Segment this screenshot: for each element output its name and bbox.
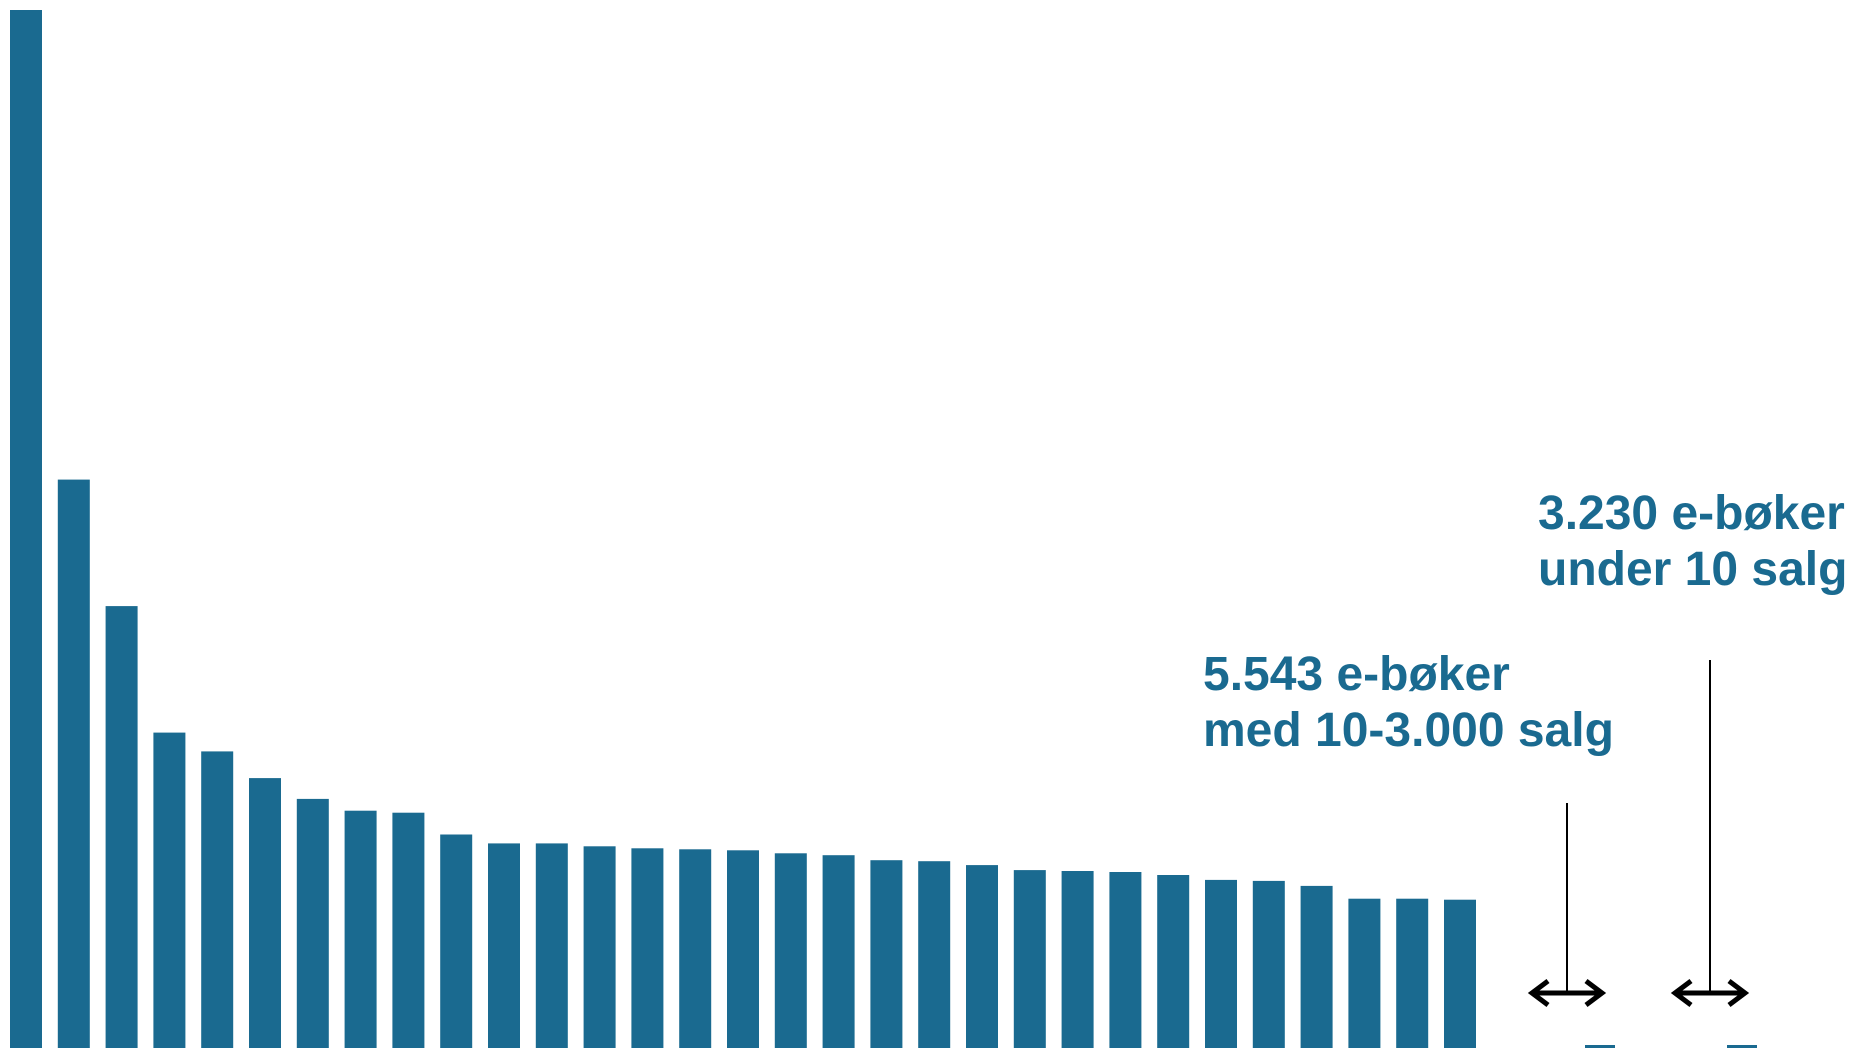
bar-23 [1061, 871, 1094, 1048]
bar-3 [105, 606, 138, 1048]
annotation-tail-line2: under 10 salg [1538, 543, 1847, 596]
bar-1 [10, 10, 42, 1048]
bar-2 [57, 479, 90, 1049]
bar-22 [1013, 870, 1046, 1048]
bar-26 [1205, 879, 1237, 1048]
bar-14 [631, 848, 664, 1048]
tail-bar-1 [1585, 1045, 1615, 1048]
bar-20 [918, 861, 951, 1048]
bar-24 [1109, 872, 1142, 1048]
bar-25 [1157, 875, 1190, 1048]
bar-4 [153, 732, 186, 1048]
annotation-mid-line1: 5.543 e-bøker [1203, 648, 1510, 701]
bar-17 [774, 853, 807, 1048]
tail-markers-group [1585, 1045, 1757, 1048]
bar-7 [296, 798, 329, 1048]
bar-15 [679, 849, 712, 1048]
bar-27 [1252, 880, 1285, 1048]
annotation-mid-line2: med 10-3.000 salg [1203, 704, 1614, 757]
bar-10 [440, 834, 473, 1048]
bar-30 [1396, 898, 1429, 1048]
double-arrow-mid-icon [1527, 979, 1607, 1007]
bar-11 [488, 843, 520, 1048]
annotation-tail: 3.230 e-bøker under 10 salg [1538, 487, 1847, 1007]
bar-21 [966, 865, 998, 1048]
annotation-tail-line1: 3.230 e-bøker [1538, 487, 1845, 540]
bar-6 [249, 778, 281, 1048]
bar-8 [344, 810, 377, 1048]
bar-19 [870, 860, 903, 1048]
tail-bar-2 [1727, 1045, 1757, 1048]
bar-28 [1300, 885, 1333, 1048]
bar-13 [583, 846, 616, 1048]
bar-29 [1348, 898, 1381, 1048]
bar-5 [201, 751, 234, 1048]
bars-group [10, 10, 1476, 1049]
bar-18 [822, 855, 855, 1048]
bar-31 [1444, 899, 1476, 1048]
bar-12 [535, 843, 568, 1048]
annotation-mid-range: 5.543 e-bøker med 10-3.000 salg [1203, 648, 1614, 1007]
double-arrow-tail-icon [1670, 979, 1750, 1007]
bar-9 [392, 812, 425, 1048]
bar-16 [727, 850, 759, 1048]
